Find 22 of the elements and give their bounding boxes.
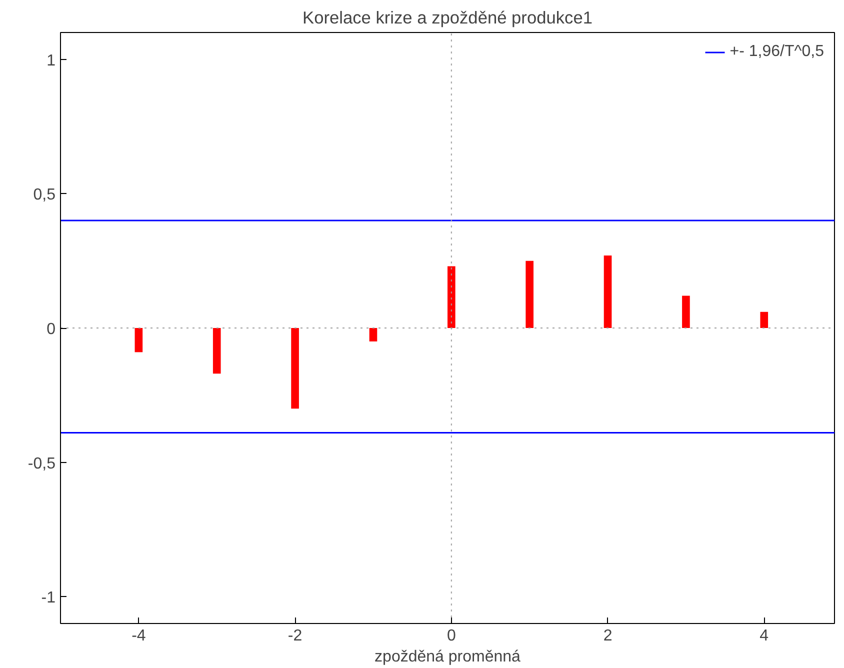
x-tick-label: 2 xyxy=(603,628,612,644)
bar xyxy=(526,260,534,328)
y-tick-label: -0,5 xyxy=(28,455,56,472)
legend-label: +- 1,96/T^0,5 xyxy=(730,43,824,61)
chart-title: Korelace krize a zpožděné produkce1 xyxy=(302,8,592,28)
y-tick-label: -1 xyxy=(41,590,56,607)
x-axis-title: zpožděná proměnná xyxy=(374,648,521,666)
bar xyxy=(682,296,690,328)
bar xyxy=(212,328,221,374)
x-tick-label: -2 xyxy=(288,628,302,644)
y-tick-label: 0 xyxy=(46,321,56,338)
bar xyxy=(291,328,299,409)
y-tick-label: 1 xyxy=(46,52,56,70)
x-tick-label: 4 xyxy=(760,628,769,644)
x-tick-label: 0 xyxy=(446,628,456,644)
bar xyxy=(369,328,378,342)
x-tick-label: -4 xyxy=(132,628,146,644)
bar xyxy=(134,328,143,352)
bar xyxy=(604,255,612,328)
bar xyxy=(760,312,768,328)
y-tick-label: 0,5 xyxy=(33,186,56,204)
bar xyxy=(448,266,456,328)
